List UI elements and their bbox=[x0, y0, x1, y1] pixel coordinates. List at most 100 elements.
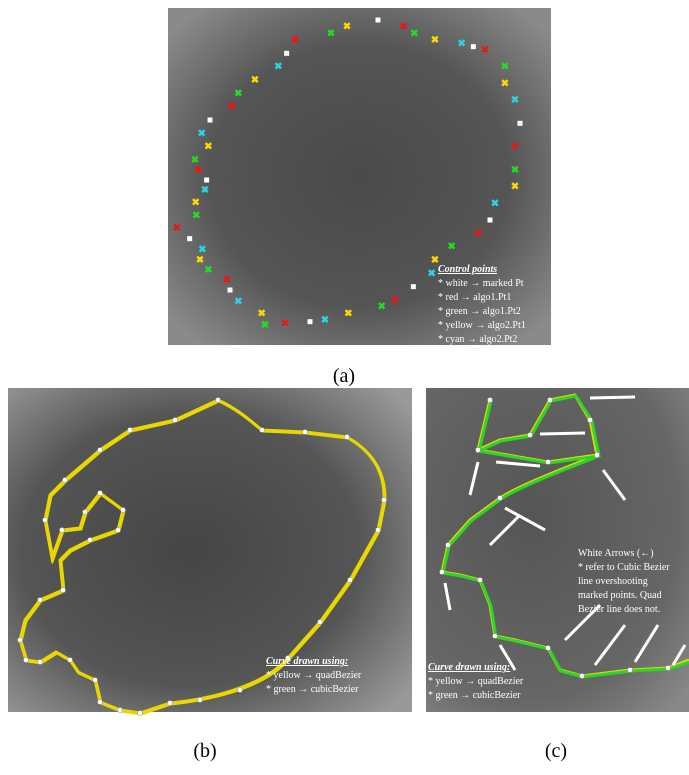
point bbox=[595, 453, 600, 458]
point bbox=[546, 460, 551, 465]
point bbox=[580, 674, 585, 679]
point: ✖ bbox=[251, 75, 259, 86]
point bbox=[68, 658, 73, 663]
point: ✖ bbox=[511, 95, 519, 106]
point bbox=[121, 508, 126, 513]
point bbox=[208, 118, 213, 123]
point bbox=[63, 478, 68, 483]
panel-c: White Arrows (←) * refer to Cubic Bezier… bbox=[426, 388, 689, 762]
legend-item: * white → marked Pt bbox=[438, 278, 524, 289]
point: ✖ bbox=[511, 142, 519, 153]
point: ✖ bbox=[427, 268, 435, 279]
point: ✖ bbox=[222, 275, 230, 286]
point bbox=[61, 588, 66, 593]
point bbox=[83, 510, 88, 515]
point bbox=[18, 638, 23, 643]
point: ✖ bbox=[281, 318, 289, 329]
point bbox=[138, 711, 143, 716]
point: ✖ bbox=[197, 128, 205, 139]
point: ✖ bbox=[204, 142, 212, 153]
note-line: * refer to Cubic Bezier bbox=[578, 562, 670, 573]
legend-title: Curve drawn using: bbox=[428, 662, 510, 673]
note-line: line overshooting bbox=[578, 576, 648, 587]
point: ✖ bbox=[410, 28, 418, 39]
point: ✖ bbox=[196, 255, 204, 266]
legend-item: * yellow → algo2.Pt1 bbox=[438, 320, 526, 331]
point bbox=[345, 435, 350, 440]
point bbox=[260, 428, 265, 433]
caption: (b) bbox=[193, 740, 216, 762]
point bbox=[238, 688, 243, 693]
note-line: Bezier line does not. bbox=[578, 604, 660, 615]
point bbox=[98, 700, 103, 705]
point bbox=[116, 528, 121, 533]
point: ✖ bbox=[261, 320, 269, 331]
point bbox=[204, 178, 209, 183]
point bbox=[628, 668, 633, 673]
note-title: White Arrows (←) bbox=[578, 548, 654, 559]
legend-item: * red → algo1.Pt1 bbox=[438, 292, 511, 303]
point: ✖ bbox=[227, 102, 235, 113]
caption: (c) bbox=[545, 740, 567, 762]
point: ✖ bbox=[474, 228, 482, 239]
point bbox=[88, 538, 93, 543]
point bbox=[666, 666, 671, 671]
point bbox=[128, 428, 133, 433]
point: ✖ bbox=[457, 38, 465, 49]
point bbox=[318, 620, 323, 625]
point bbox=[548, 398, 553, 403]
point bbox=[528, 433, 533, 438]
point bbox=[98, 448, 103, 453]
point bbox=[446, 543, 451, 548]
point: ✖ bbox=[234, 88, 242, 99]
point bbox=[173, 418, 178, 423]
point: ✖ bbox=[344, 308, 352, 319]
point bbox=[518, 121, 523, 126]
point bbox=[216, 398, 221, 403]
point: ✖ bbox=[377, 302, 385, 313]
point: ✖ bbox=[291, 35, 299, 46]
point bbox=[198, 698, 203, 703]
legend-item: * yellow → quadBezier bbox=[266, 670, 362, 681]
caption: (a) bbox=[333, 365, 355, 387]
point bbox=[546, 646, 551, 651]
point bbox=[284, 51, 289, 56]
point bbox=[411, 284, 416, 289]
point: ✖ bbox=[321, 315, 329, 326]
legend-title: Control points bbox=[438, 264, 497, 275]
point: ✖ bbox=[481, 45, 489, 56]
point bbox=[43, 518, 48, 523]
point bbox=[228, 288, 233, 293]
point: ✖ bbox=[204, 265, 212, 276]
point: ✖ bbox=[343, 22, 351, 33]
point bbox=[308, 319, 313, 324]
point bbox=[498, 496, 503, 501]
figure: ✖✖✖✖✖✖✖✖✖✖✖✖✖✖✖✖✖✖✖✖✖✖✖✖✖✖✖✖✖✖✖✖✖✖✖✖✖✖✖✖… bbox=[0, 0, 689, 775]
point bbox=[24, 658, 29, 663]
point: ✖ bbox=[491, 198, 499, 209]
legend-title: Curve drawn using: bbox=[266, 656, 348, 667]
panel-b: Curve drawn using: * yellow → quadBezier… bbox=[8, 388, 412, 762]
point: ✖ bbox=[327, 28, 335, 39]
point bbox=[588, 418, 593, 423]
point: ✖ bbox=[431, 35, 439, 46]
point: ✖ bbox=[501, 78, 509, 89]
note-line: marked points. Quad bbox=[578, 590, 662, 601]
point bbox=[38, 660, 43, 665]
point bbox=[60, 528, 65, 533]
point bbox=[376, 18, 381, 23]
point: ✖ bbox=[201, 185, 209, 196]
point bbox=[382, 498, 387, 503]
point bbox=[476, 448, 481, 453]
point bbox=[471, 44, 476, 49]
point: ✖ bbox=[399, 22, 407, 33]
point: ✖ bbox=[198, 244, 206, 255]
point: ✖ bbox=[192, 210, 200, 221]
point: ✖ bbox=[191, 155, 199, 166]
point: ✖ bbox=[447, 242, 455, 253]
point bbox=[168, 701, 173, 706]
point bbox=[488, 398, 493, 403]
legend-item: * green → cubicBezier bbox=[266, 684, 359, 695]
legend-item: * yellow → quadBezier bbox=[428, 676, 524, 687]
point: ✖ bbox=[274, 62, 282, 73]
